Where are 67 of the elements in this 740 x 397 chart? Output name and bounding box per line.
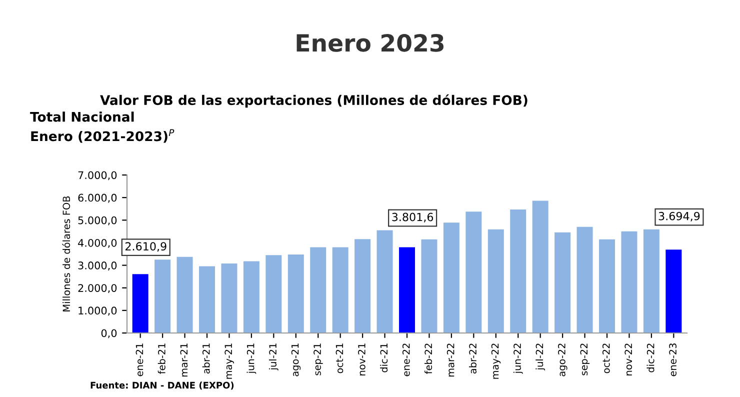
bar [421,239,438,333]
bar [466,212,482,333]
x-tick-label: may-22 [491,344,501,379]
bar [532,200,548,333]
x-tick-label: nov-21 [358,344,366,376]
bar [332,247,348,333]
x-tick-label: nov-22 [624,344,632,376]
x-tick-label: feb-22 [424,344,432,374]
bar [310,247,326,333]
bar [399,247,415,333]
x-tick-label: sep-22 [580,344,590,376]
x-tick-label: feb-21 [158,344,166,374]
text: Enero (2021-2023)$^{P}$ [31,129,174,143]
bar [199,266,215,333]
bar [576,226,593,333]
bar [376,230,393,333]
bar [154,260,171,333]
y-tick-label: 2.000,0 [78,284,117,294]
bar [266,255,282,333]
x-tick-label: dic-22 [646,344,654,372]
x-tick-label: oct-22 [602,344,610,374]
chart-subtitle: Valor FOB de las exportaciones (Millones de dólares FOB) [100,94,528,108]
bar [221,263,238,333]
x-tick-label: ene-21 [136,344,144,376]
x-tick-label: oct-21 [336,344,344,374]
bar [554,232,571,333]
x-tick-label: jun-22 [513,344,523,374]
source-note: Fuente: DIAN - DANE (EXPO) [90,382,234,390]
x-tick-label: may-21 [224,344,234,379]
x-tick-label: abr-21 [202,344,210,374]
x-tick-label: sep-21 [314,344,323,376]
x-tick-label: dic-21 [380,344,388,372]
x-tick-label: ago-22 [558,344,568,376]
bar [176,256,193,333]
data-label: 2.610,9 [126,242,166,252]
y-tick-label: 1.000,0 [78,306,117,316]
bar [488,229,504,333]
bar [666,250,682,333]
bar [643,229,660,333]
text: Total Nacional [30,112,134,122]
chart-title: Enero 2023 [296,34,444,52]
x-tick-label: jun-21 [246,344,256,374]
x-tick-label: jul-21 [268,344,278,370]
y-tick-label: 5.000,0 [78,216,117,226]
y-tick-label: 0,0 [101,329,117,338]
x-tick-label: abr-22 [468,344,476,374]
x-tick-label: ene-23 [669,344,676,376]
y-tick-label: 6.000,0 [78,194,117,203]
bar [621,231,638,333]
bar [132,274,148,333]
y-tick-label: 3.000,0 [78,262,117,270]
x-tick-label: ene-22 [402,344,410,376]
data-label: 3.801,6 [392,212,434,222]
x-tick-label: mar-22 [446,344,454,377]
data-label: 3.694,9 [658,212,700,222]
bar [599,239,615,333]
y-axis-title: Millones de dólares FOB [62,196,70,312]
bar [354,239,371,333]
x-tick-label: jul-22 [536,344,546,370]
bar [443,222,460,333]
y-tick-label: 4.000,0 [78,238,117,248]
bar [243,261,260,333]
y-tick-label: 7.000,0 [78,171,117,180]
bar [288,254,304,333]
x-tick-label: mar-21 [180,344,188,377]
x-tick-label: ago-21 [291,344,301,376]
bar [510,210,526,333]
